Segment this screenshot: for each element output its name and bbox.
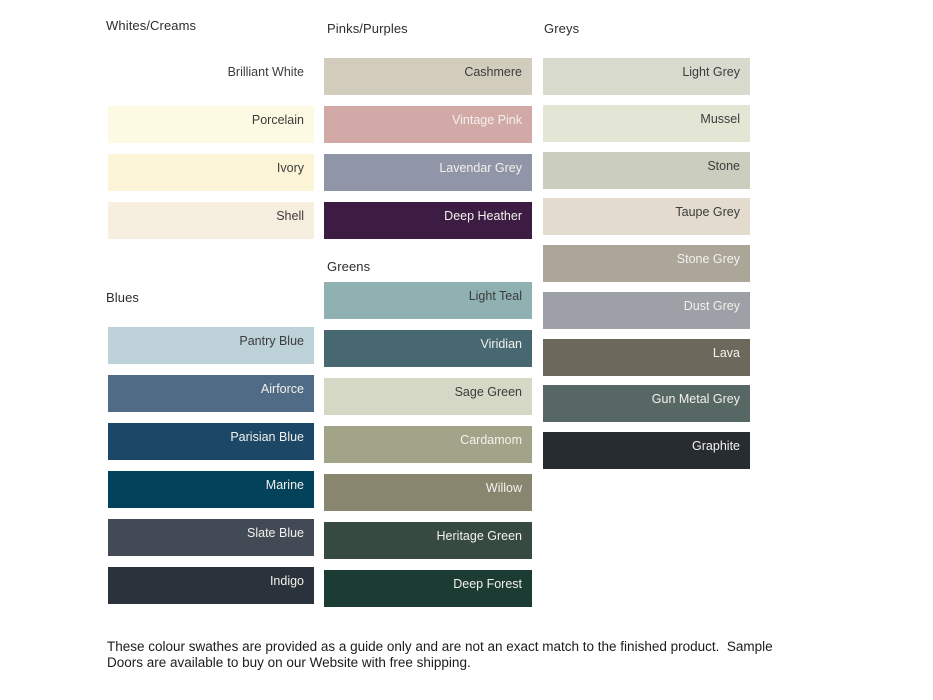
swatch-label: Sage Green [454, 385, 522, 399]
swatch-label: Cardamom [460, 433, 522, 447]
swatch-label: Light Grey [682, 65, 740, 79]
section-header-whites-creams: Whites/Creams [106, 18, 197, 33]
swatch-label: Mussel [700, 111, 740, 126]
swatch-label: Deep Heather [444, 209, 522, 223]
swatch-column-whites-creams: Brilliant White Porcelain Ivory Shell [108, 58, 314, 239]
swatch-label: Viridian [480, 337, 522, 351]
swatch-label: Deep Forest [453, 577, 522, 591]
swatch-label: Vintage Pink [452, 113, 522, 127]
color-swatch-airforce: Airforce [108, 375, 314, 412]
swatch-label: Stone Grey [676, 252, 740, 266]
color-swatch-indigo: Indigo [108, 567, 314, 604]
color-swatch-parisian-blue: Parisian Blue [108, 423, 314, 460]
footer-note-line-2: Doors are available to buy on our Websit… [107, 655, 471, 670]
color-swatch-taupe-grey: Taupe Grey [543, 198, 750, 236]
color-swatch-slate-blue: Slate Blue [108, 519, 314, 556]
section-header-blues: Blues [106, 290, 140, 305]
color-swatch-lava: Lava [543, 338, 750, 376]
color-swatch-dust-grey: Dust Grey [543, 291, 750, 329]
swatch-label: Slate Blue [247, 526, 304, 540]
color-swatch-cardamom: Cardamom [324, 426, 532, 463]
color-swatch-stone: Stone [543, 151, 750, 189]
swatch-column-greens: Light Teal Viridian Sage Green Cardamom Will… [324, 282, 532, 607]
color-swatch-brilliant-white: Brilliant White [108, 58, 314, 95]
color-swatch-light-grey: Light Grey [543, 58, 750, 95]
color-swatch-cashmere: Cashmere [324, 58, 532, 95]
section-header-pinks-purples: Pinks/Purples [327, 21, 408, 36]
color-swatch-heritage-green: Heritage Green [324, 522, 532, 559]
color-swatch-stone-grey: Stone Grey [543, 245, 750, 282]
swatch-label: Lavendar Grey [439, 161, 522, 175]
color-swatch-shell: Shell [108, 202, 314, 239]
swatch-label: Dust Grey [683, 298, 740, 313]
swatch-column-greys: Light Grey Mussel Stone Taupe Grey Stone Gre… [543, 58, 750, 469]
color-swatch-marine: Marine [108, 471, 314, 508]
color-swatch-willow: Willow [324, 474, 532, 511]
color-swatch-lavendar-grey: Lavendar Grey [324, 154, 532, 191]
color-swatch-deep-forest: Deep Forest [324, 570, 532, 607]
swatch-label: Parisian Blue [230, 430, 304, 444]
swatch-label: Airforce [260, 382, 304, 396]
swatch-label: Taupe Grey [675, 205, 740, 220]
color-swatch-light-teal: Light Teal [324, 282, 532, 319]
color-swatch-graphite: Graphite [543, 432, 750, 469]
color-swatch-mussel: Mussel [543, 104, 750, 142]
section-header-greys: Greys [544, 21, 580, 36]
swatch-column-blues: Pantry Blue Airforce Parisian Blue Marine Sl… [108, 327, 314, 604]
color-swatch-deep-heather: Deep Heather [324, 202, 532, 239]
section-header-greens: Greens [327, 259, 371, 274]
color-swatch-porcelain: Porcelain [108, 106, 314, 143]
color-swatch-viridian: Viridian [324, 330, 532, 367]
color-swatch-vintage-pink: Vintage Pink [324, 106, 532, 143]
swatch-label: Marine [265, 478, 304, 492]
color-swatch-sage-green: Sage Green [324, 378, 532, 415]
color-swatch-pantry-blue: Pantry Blue [108, 327, 314, 364]
swatch-label: Cashmere [464, 65, 522, 79]
color-swatch-ivory: Ivory [108, 154, 314, 191]
swatch-label: Heritage Green [436, 529, 522, 543]
swatch-label: Pantry Blue [239, 334, 304, 348]
swatch-label: Willow [485, 481, 522, 495]
swatch-label: Ivory [276, 161, 304, 175]
swatch-label: Indigo [269, 574, 304, 588]
color-swatch-gun-metal-grey: Gun Metal Grey [543, 385, 750, 423]
swatch-label: Graphite [692, 439, 740, 453]
swatch-label: Light Teal [468, 289, 522, 303]
swatch-label: Shell [276, 209, 304, 223]
footer-note: These colour swathes are provided as a g… [107, 639, 807, 671]
swatch-label: Gun Metal Grey [651, 392, 740, 407]
swatch-label: Lava [712, 345, 740, 360]
footer-note-line-1: These colour swathes are provided as a g… [107, 639, 773, 654]
swatch-column-pinks-purples: Cashmere Vintage Pink Lavendar Grey Deep He… [324, 58, 532, 239]
swatch-label: Porcelain [251, 113, 304, 127]
swatch-label: Brilliant White [227, 65, 304, 79]
swatch-label: Stone [707, 158, 740, 173]
